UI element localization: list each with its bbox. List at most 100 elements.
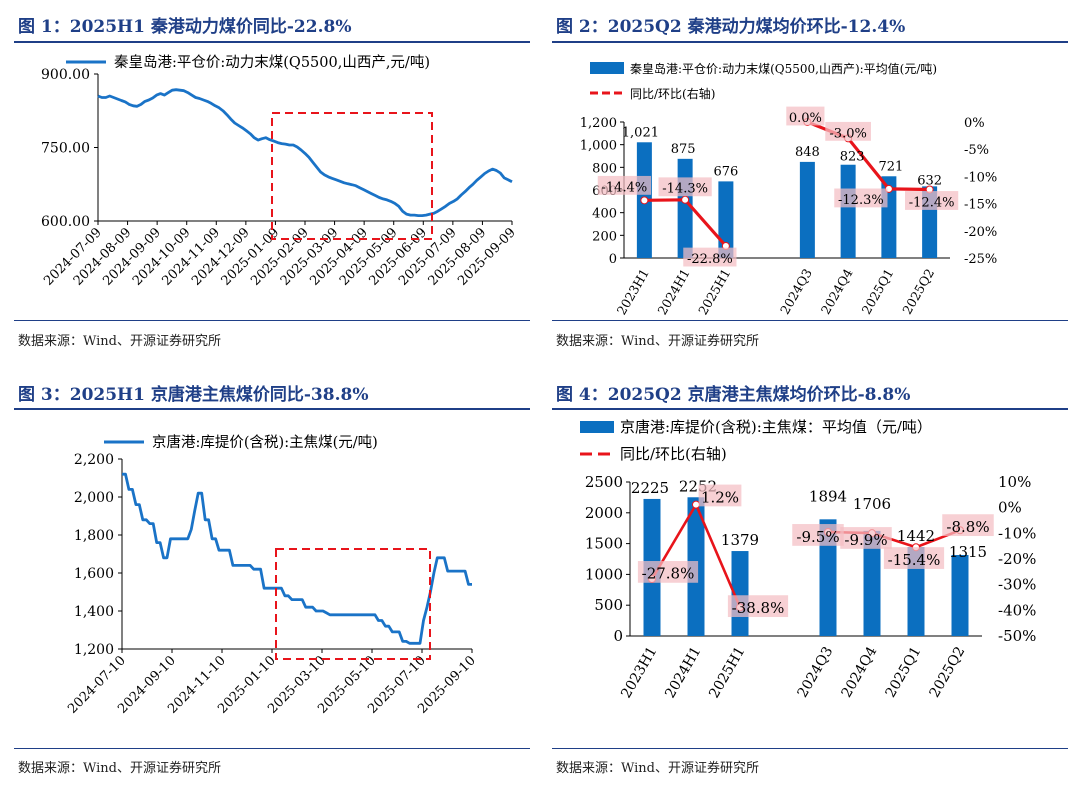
y-tick-label: 2,200 [74,452,114,468]
category-label: 2024H1 [662,644,704,701]
left-tick-label: 0 [613,627,623,645]
right-tick-label: -30% [998,576,1036,594]
legend-line-label: 同比/环比(右轴) [620,445,727,463]
figure-4-title: 图 4：2025Q2 京唐港主焦煤均价环比-8.8% [556,385,911,405]
left-tick-label: 200 [592,229,617,244]
ratio-value-label: -8.8% [946,518,989,536]
category-label: 2025Q1 [883,644,925,701]
legend-bar-swatch [590,62,624,74]
left-tick-label: 1,200 [580,116,617,131]
right-tick-label: 10% [998,473,1031,491]
left-tick-label: 1,000 [580,139,617,154]
left-tick-label: 400 [592,207,617,222]
figure-3-top-rule [14,408,530,410]
category-label: 2023H1 [614,266,652,317]
bar-value-label: 2225 [631,479,669,497]
bar-value-label: 1315 [949,543,987,561]
legend-bar-label: 秦皇岛港:平仓价:动力末煤(Q5500,山西产):平均值(元/吨) [630,61,937,76]
price-line [97,88,513,218]
bar [840,164,856,258]
ratio-value-label: -14.4% [602,180,648,195]
figure-4-top-rule [552,408,1068,410]
bar-value-label: 1894 [809,487,847,505]
left-tick-label: 800 [592,161,617,176]
legend-line-label: 同比/环比(右轴) [630,86,715,101]
y-tick-label: 1,200 [74,642,114,658]
ratio-value-label-bg [683,247,737,267]
ratio-value-label-bg [792,524,844,546]
right-tick-label: -10% [998,524,1036,542]
category-label: 2024Q4 [818,266,856,317]
bar [907,547,925,636]
y-tick-label: 750.00 [41,141,90,157]
figure-2-title: 图 2：2025Q2 秦港动力煤均价环比-12.4% [556,17,906,37]
ratio-value-label-bg [637,561,699,583]
right-tick-label: -10% [964,170,997,185]
ratio-value-label: -14.3% [662,182,708,197]
ratio-value-label: -12.4% [909,195,955,210]
bar-value-label: 1442 [897,527,935,545]
category-label: 2024H1 [654,266,692,317]
legend-label: 京唐港:库提价(含税):主焦煤(元/吨) [152,434,378,451]
figure-3-bottom-rule [14,748,530,749]
right-tick-label: -25% [964,252,997,267]
figure-1-bottom-rule [14,320,530,321]
category-label: 2025Q2 [899,266,937,317]
right-tick-label: -20% [964,225,997,240]
y-tick-label: 1,600 [74,566,114,582]
ratio-value-label-bg [840,527,892,549]
y-tick-label: 900.00 [41,67,90,83]
figure-3-title: 图 3：2025H1 京唐港主焦煤价同比-38.8% [18,385,369,405]
ratio-value-label-bg [597,175,651,195]
ratio-value-label: 1.2% [701,488,739,506]
right-tick-label: -20% [998,550,1036,568]
category-label: 2024Q4 [839,644,881,701]
y-tick-label: 1,800 [74,528,114,544]
right-tick-label: -15% [964,198,997,213]
ratio-point [640,196,649,205]
y-tick-label: 600.00 [41,214,90,230]
right-tick-label: 0% [998,499,1022,517]
ratio-value-label: -38.8% [732,599,785,617]
chart-4: 京唐港:库提价(含税):主焦煤：平均值（元/吨） 同比/环比(右轴) 0 500 100… [580,418,1036,701]
left-tick-label: 0 [609,252,617,267]
bar-value-label: 875 [671,142,696,157]
bar-value-label: 823 [840,150,865,165]
highlight-box [271,112,433,240]
ratio-value-label-bg [698,484,742,507]
ratio-value-label-bg [658,177,712,197]
ratio-value-label-bg [905,191,959,210]
right-tick-label: 0% [964,116,985,131]
right-tick-label: -5% [964,143,989,158]
ratio-value-label: -15.4% [888,551,941,569]
price-line [122,472,472,645]
ratio-value-label: -12.3% [838,193,884,208]
ratio-value-label: -27.8% [642,565,695,583]
left-tick-label: 1000 [585,565,623,583]
bar [677,158,693,258]
bar-value-label: 1379 [721,531,759,549]
ratio-value-label-bg [883,547,945,569]
ratio-point [692,500,700,509]
ratio-value-label: -3.0% [829,126,866,141]
ratio-value-label: -22.8% [687,252,733,267]
ratio-value-label: 0.0% [789,111,822,126]
figure-4-source: 数据来源：Wind、开源证券研究所 [556,761,759,776]
ratio-value-label: -9.9% [844,531,887,549]
category-label: 2025Q1 [858,266,896,317]
legend-label: 秦皇岛港:平仓价:动力末煤(Q5500,山西产,元/吨) [114,54,430,71]
category-label: 2025H1 [695,266,733,317]
right-tick-label: -40% [998,601,1036,619]
left-tick-label: 2500 [585,473,623,491]
figure-2-source: 数据来源：Wind、开源证券研究所 [556,334,759,349]
ratio-point [681,195,690,204]
figure-1-source: 数据来源：Wind、开源证券研究所 [18,334,221,349]
figure-3-source: 数据来源：Wind、开源证券研究所 [18,761,221,776]
highlight-box [275,548,431,660]
y-tick-label: 2,000 [74,490,114,506]
bar-value-label: 848 [795,145,820,160]
bar-value-label: 632 [917,173,942,188]
ratio-value-label-bg [786,106,825,126]
bar [799,161,815,258]
ratio-value-label-bg [942,514,994,537]
